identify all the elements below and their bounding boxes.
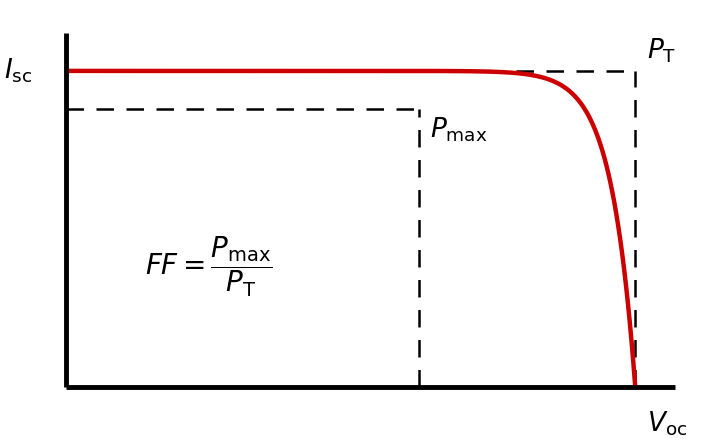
Text: $V_{\mathrm{oc}}$: $V_{\mathrm{oc}}$	[647, 409, 687, 438]
Text: $P_{\mathrm{max}}$: $P_{\mathrm{max}}$	[430, 115, 488, 144]
Text: $I_{\mathrm{sc}}$: $I_{\mathrm{sc}}$	[4, 57, 32, 85]
Text: $FF = \dfrac{P_{\mathrm{max}}}{P_{\mathrm{T}}}$: $FF = \dfrac{P_{\mathrm{max}}}{P_{\mathr…	[144, 235, 272, 299]
Text: $P_{\mathrm{T}}$: $P_{\mathrm{T}}$	[647, 36, 676, 65]
